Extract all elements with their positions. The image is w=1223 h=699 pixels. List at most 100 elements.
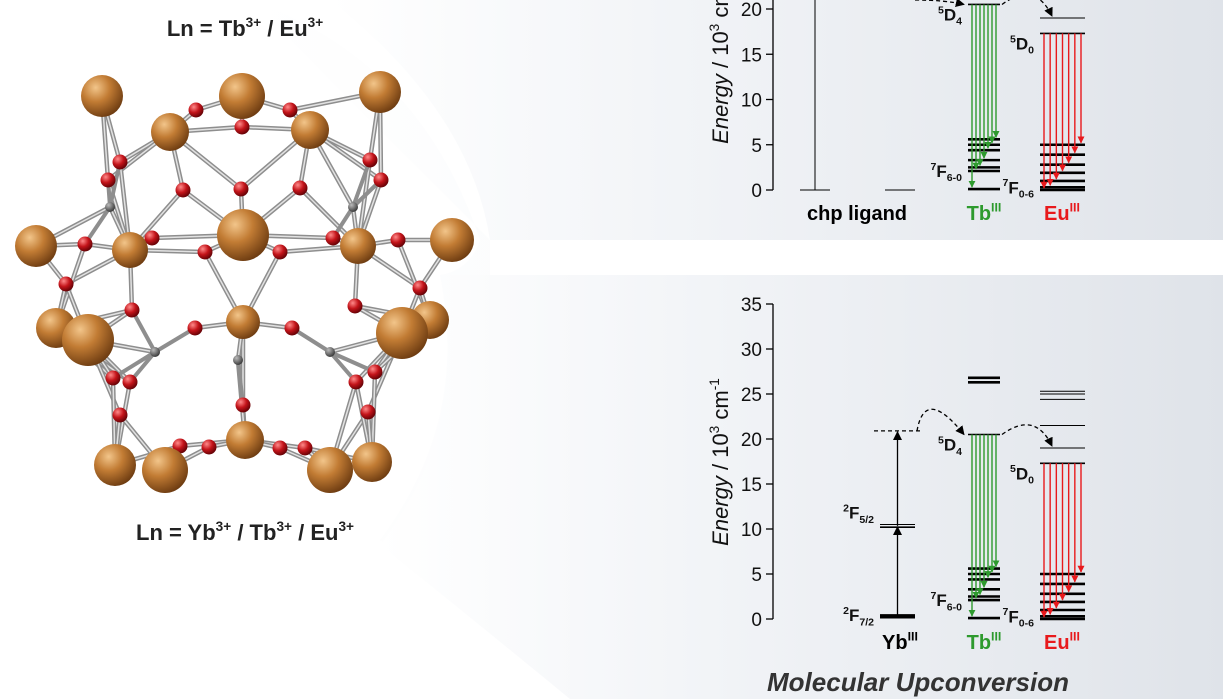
column-label: TbIII (967, 630, 1002, 654)
text-segment: 6-0 (947, 172, 962, 184)
lanthanide-atom (340, 228, 376, 264)
y-tick-label: 0 (751, 610, 762, 631)
text-segment: 0 (1028, 475, 1034, 487)
y-tick-label: 5 (751, 565, 762, 586)
text-segment: 5 (1010, 33, 1016, 45)
y-tick-label: 30 (741, 340, 762, 361)
oxygen-atom (144, 230, 160, 246)
text-segment: / Eu (292, 520, 338, 545)
oxygen-atom (373, 172, 389, 188)
oxygen-atom (412, 280, 428, 296)
energy-transfer (1001, 424, 1053, 447)
text-segment: D (1016, 34, 1028, 53)
bond (108, 161, 122, 208)
text-segment: 7/2 (859, 616, 874, 628)
lanthanide-atom (219, 73, 265, 119)
oxygen-atom (100, 172, 116, 188)
text-segment: 7 (931, 590, 937, 602)
bond (329, 350, 376, 374)
carbon-atom (325, 347, 335, 357)
y-tick-label: 20 (741, 0, 762, 21)
level-label: 5D0 (1010, 33, 1034, 56)
text-segment: Tb (967, 203, 991, 225)
caption-top: Ln = Tb3+ / Eu3+ (167, 15, 323, 41)
oxygen-atom (347, 298, 363, 314)
text-segment: D (1016, 464, 1028, 483)
oxygen-atom (292, 180, 308, 196)
text-segment: Eu (1044, 203, 1070, 225)
text-segment: 3+ (338, 519, 354, 534)
text-segment: / Tb (231, 520, 276, 545)
text-segment: 4 (956, 446, 962, 458)
level-label: 5D4 (938, 4, 962, 27)
column-label: TbIII (967, 201, 1002, 225)
oxygen-atom (234, 119, 250, 135)
lanthanide-atom (217, 209, 269, 261)
oxygen-atom (58, 276, 74, 292)
lanthanide-atom (430, 218, 474, 262)
level-label: 2F7/2 (843, 605, 874, 628)
oxygen-atom (175, 182, 191, 198)
footer-title: Molecular Upconversion (767, 667, 1069, 697)
y-tick-label: 5 (751, 136, 762, 157)
y-tick-label: 35 (741, 295, 762, 316)
column-label: YbIII (882, 630, 918, 654)
y-tick-label: 10 (741, 520, 762, 541)
y-tick-label: 10 (741, 91, 762, 112)
oxygen-atom (233, 181, 249, 197)
text-segment: III (908, 630, 918, 644)
lanthanide-atom (112, 232, 148, 268)
text-segment: 5 (1010, 463, 1016, 475)
oxygen-atom (272, 440, 288, 456)
oxygen-atom (325, 230, 341, 246)
text-segment: -1 (707, 378, 722, 390)
lanthanide-atom (151, 113, 189, 151)
lanthanide-atom (15, 225, 57, 267)
y-tick-label: 20 (741, 430, 762, 451)
y-axis-label: Energy / 103 cm-1 (707, 0, 733, 144)
level-label: 7F0-6 (1003, 606, 1035, 629)
text-segment: 7 (1003, 606, 1009, 618)
lanthanide-atom (94, 444, 136, 486)
oxygen-atom (272, 244, 288, 260)
text-segment: Energy (708, 474, 733, 546)
text-segment: 2 (843, 502, 849, 514)
text-segment: / Eu (261, 16, 307, 41)
bond (130, 309, 157, 353)
level-label: 5D0 (1010, 463, 1034, 486)
bond (351, 159, 372, 208)
lanthanide-atom (291, 111, 329, 149)
text-segment: cm (708, 390, 733, 425)
column-label: chp ligand (807, 203, 907, 225)
text-segment: F (936, 162, 946, 181)
y-tick-label: 25 (741, 385, 762, 406)
oxygen-atom (105, 370, 121, 386)
text-segment: 3+ (216, 519, 232, 534)
text-segment: chp ligand (807, 203, 907, 225)
level-label: 7F6-0 (931, 590, 963, 613)
text-segment: III (991, 630, 1001, 644)
level-label: 5D4 (938, 434, 962, 457)
text-segment: 3 (707, 426, 722, 434)
text-segment: 5 (938, 434, 944, 446)
oxygen-atom (172, 438, 188, 454)
carbon-atom (348, 202, 358, 212)
text-segment: 5 (938, 4, 944, 16)
top-panel-bg (330, 0, 1223, 240)
lanthanide-atom (226, 305, 260, 339)
lanthanide-atom (226, 421, 264, 459)
text-segment: 0-6 (1019, 618, 1034, 630)
text-segment: Ln = Tb (167, 16, 246, 41)
lanthanide-atom (142, 447, 188, 493)
carbon-atom (105, 202, 115, 212)
oxygen-atom (201, 439, 217, 455)
text-segment: III (991, 201, 1001, 215)
text-segment: / 10 (708, 31, 733, 74)
column-label: EuIII (1044, 201, 1080, 225)
oxygen-atom (124, 302, 140, 318)
text-segment: 3 (707, 24, 722, 32)
bond (153, 326, 197, 354)
oxygen-atom (297, 440, 313, 456)
column-label: EuIII (1044, 630, 1080, 654)
